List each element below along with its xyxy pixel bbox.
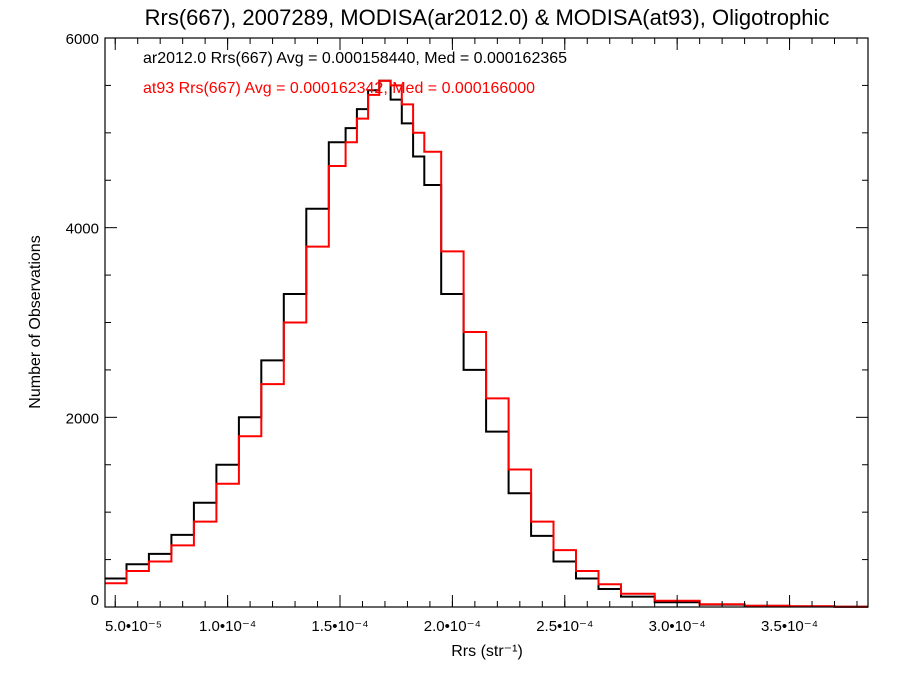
series-annotation-at93: at93 Rrs(667) Avg = 0.000162342, Med = 0… — [143, 80, 535, 97]
x-tick-label: 5.0•10⁻⁵ — [105, 618, 162, 635]
y-tick-label: 2000 — [66, 410, 99, 427]
y-axis-label: Number of Observations — [27, 235, 44, 408]
x-axis-label: Rrs (str⁻¹) — [451, 643, 523, 660]
x-tick-label: 2.5•10⁻⁴ — [536, 618, 593, 635]
y-tick-label: 4000 — [66, 221, 99, 238]
y-tick-label: 6000 — [66, 31, 99, 48]
y-axis: 0 2000 4000 6000 — [66, 31, 868, 609]
chart-title: Rrs(667), 2007289, MODISA(ar2012.0) & MO… — [145, 5, 830, 30]
x-tick-label: 3.0•10⁻⁴ — [649, 618, 706, 635]
series-line-at93 — [105, 81, 868, 607]
plot-frame — [105, 38, 868, 607]
x-tick-label: 2.0•10⁻⁴ — [424, 618, 481, 635]
series-layer — [105, 81, 868, 607]
x-axis: 5.0•10⁻⁵ 1.0•10⁻⁴ 1.5•10⁻⁴ 2.0•10⁻⁴ 2.5•10⁻⁴… — [105, 38, 857, 635]
plot-area: 5.0•10⁻⁵ 1.0•10⁻⁴ 1.5•10⁻⁴ 2.0•10⁻⁴ 2.5•10⁻⁴… — [66, 31, 868, 635]
x-tick-label: 1.0•10⁻⁴ — [199, 618, 256, 635]
y-tick-label: 0 — [91, 592, 99, 609]
x-tick-label: 1.5•10⁻⁴ — [311, 618, 368, 635]
x-tick-label: 3.5•10⁻⁴ — [761, 618, 818, 635]
series-annotation-ar2012: ar2012.0 Rrs(667) Avg = 0.000158440, Med… — [143, 50, 567, 67]
